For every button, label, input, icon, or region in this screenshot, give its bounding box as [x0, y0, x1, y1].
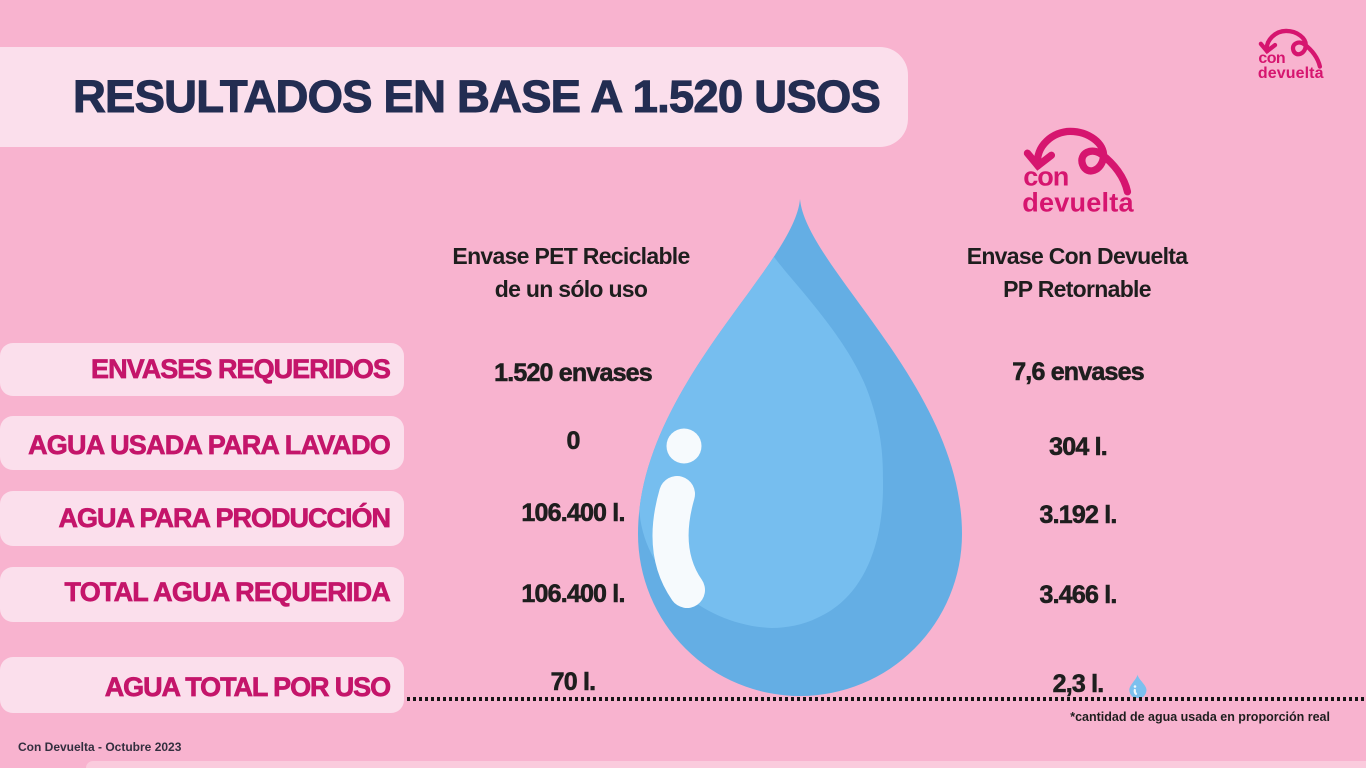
svg-text:con: con — [1258, 50, 1285, 67]
svg-text:devuelta: devuelta — [1022, 187, 1134, 218]
svg-text:con: con — [1023, 161, 1068, 192]
svg-text:devuelta: devuelta — [1258, 65, 1324, 82]
